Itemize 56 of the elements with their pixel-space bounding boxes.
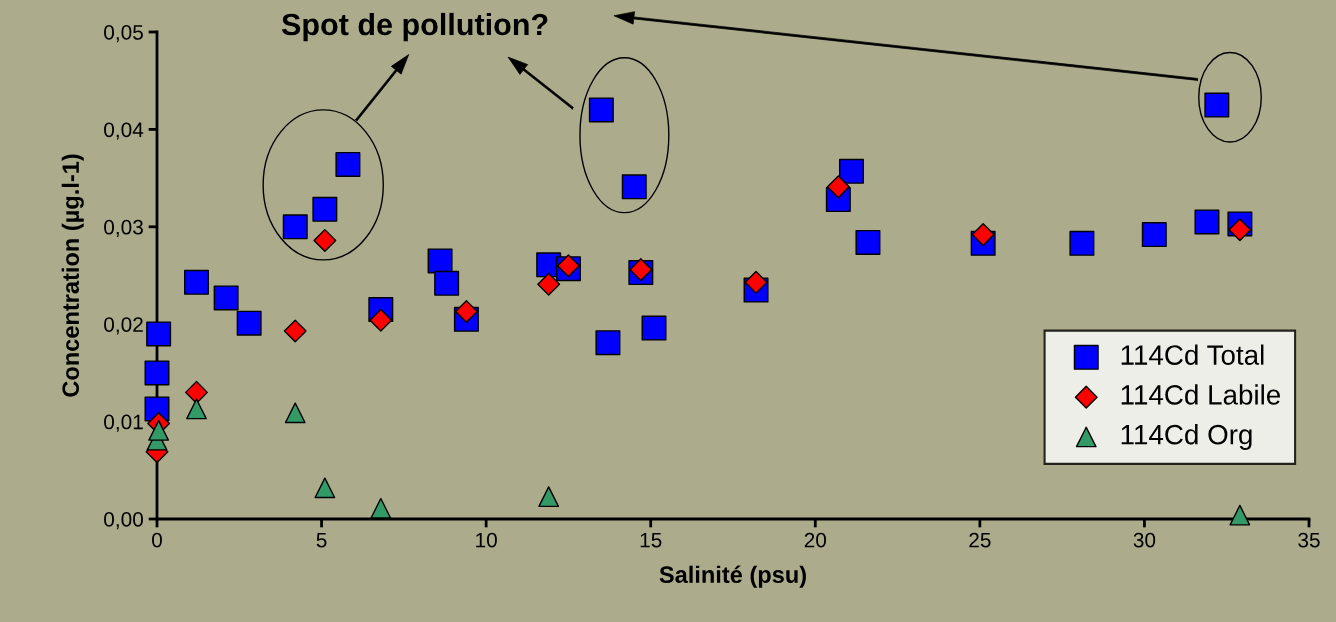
x-tick-label: 10 xyxy=(476,532,497,548)
point xyxy=(855,229,881,255)
point xyxy=(146,321,172,347)
point xyxy=(335,151,361,177)
point xyxy=(1228,218,1252,242)
point xyxy=(538,486,560,508)
x-tick-label: 35 xyxy=(1298,532,1320,548)
point xyxy=(282,214,308,240)
y-tick-label: 0,01 xyxy=(104,414,143,432)
point xyxy=(454,300,478,324)
point xyxy=(312,196,338,222)
point xyxy=(283,319,307,343)
point xyxy=(427,248,453,274)
point xyxy=(186,398,207,420)
y-tick-label: 0,05 xyxy=(104,25,143,43)
point xyxy=(213,285,239,311)
x-tick-label: 15 xyxy=(640,532,662,548)
y-tick-label: 0,00 xyxy=(104,512,143,530)
x-tick-label: 30 xyxy=(1133,532,1156,548)
point xyxy=(184,380,208,404)
point xyxy=(434,270,460,296)
y-tick-label: 0,04 xyxy=(104,122,144,140)
point xyxy=(369,308,393,332)
point xyxy=(588,97,614,123)
point xyxy=(595,330,621,356)
point xyxy=(838,158,864,184)
y-axis-title: Concentration (µg.l-1) xyxy=(61,154,84,397)
point xyxy=(144,360,170,386)
point xyxy=(621,174,647,200)
legend-label: 114Cd Org xyxy=(1121,424,1252,450)
x-tick-label: 5 xyxy=(316,532,327,548)
point xyxy=(183,269,209,295)
point xyxy=(370,497,392,519)
point xyxy=(1194,209,1220,235)
legend-label: 114Cd Total xyxy=(1121,344,1264,365)
point xyxy=(537,272,561,296)
x-tick-label: 20 xyxy=(804,532,827,548)
point xyxy=(148,419,170,441)
point xyxy=(314,477,336,499)
point xyxy=(1229,504,1251,526)
annotation: Spot de pollution? xyxy=(281,12,548,42)
point xyxy=(826,175,850,199)
point xyxy=(641,315,667,341)
point xyxy=(1141,222,1167,248)
point xyxy=(1069,230,1095,256)
x-tick-label: 0 xyxy=(152,532,162,548)
point xyxy=(313,228,337,252)
y-tick-label: 0,03 xyxy=(104,219,143,238)
point xyxy=(236,310,262,336)
point xyxy=(744,270,768,294)
x-tick-label: 25 xyxy=(969,532,991,548)
point xyxy=(971,223,995,247)
y-tick-label: 0,02 xyxy=(104,317,143,335)
x-axis-title: Salinité (psu) xyxy=(659,565,806,588)
point xyxy=(284,402,306,424)
legend-label: 114Cd Labile xyxy=(1121,384,1280,405)
